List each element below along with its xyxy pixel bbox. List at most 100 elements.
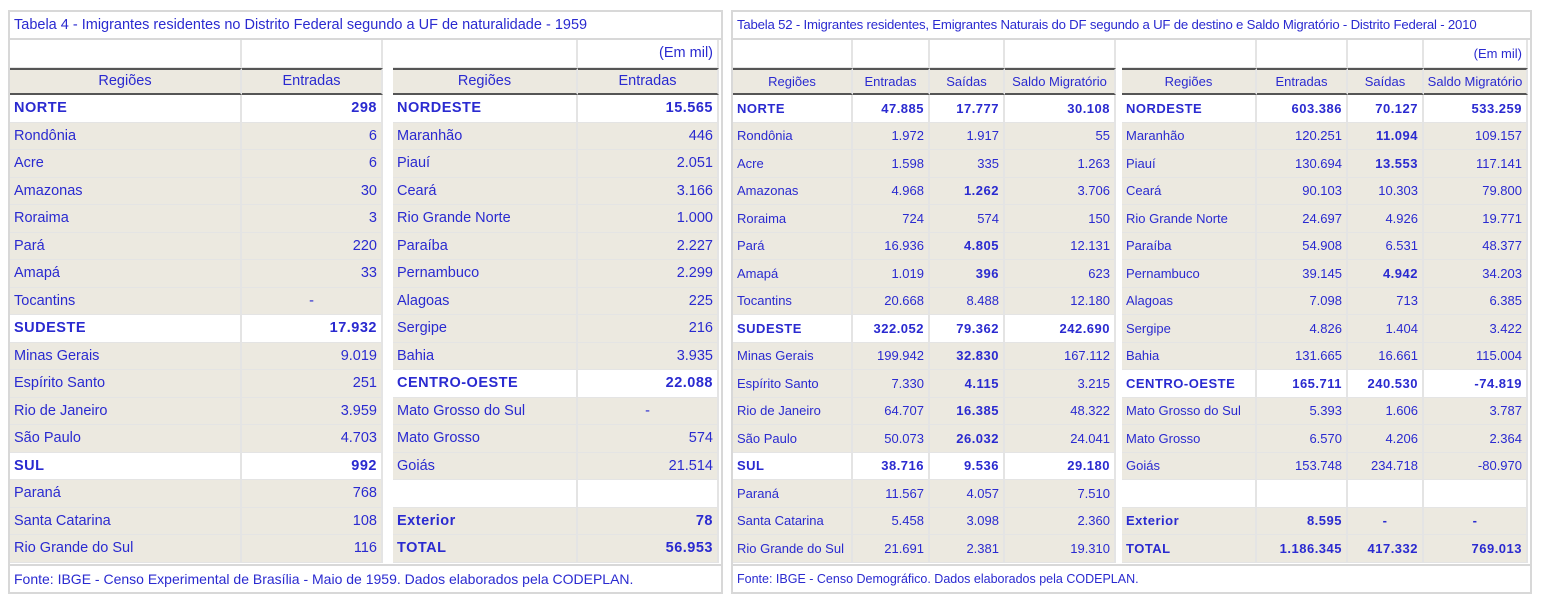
region-name: SUDESTE	[733, 315, 853, 343]
region-name: Rio Grande Norte	[1122, 205, 1257, 233]
saidas-value: 1.917	[930, 122, 1005, 150]
state-row: Piauí 130.694 13.553 117.141	[1122, 150, 1528, 178]
saidas-value: 4.115	[930, 370, 1005, 398]
region-name: Paraná	[733, 480, 853, 508]
region-name: NORDESTE	[393, 95, 578, 123]
saldo-value: 29.180	[1005, 452, 1116, 480]
region-name: Alagoas	[1122, 287, 1257, 315]
saidas-value: 713	[1348, 287, 1424, 315]
saldo-value: -	[1424, 507, 1528, 535]
saldo-value: 12.131	[1005, 232, 1116, 260]
region-name: Pará	[733, 232, 853, 260]
state-row: Rondônia 1.972 1.917 55	[733, 122, 1116, 150]
saidas-value: 8.488	[930, 287, 1005, 315]
state-row: Roraima 3	[10, 205, 383, 233]
column-header: Saídas	[1348, 67, 1424, 95]
region-name: Rio de Janeiro	[10, 397, 242, 425]
region-name: Mato Grosso do Sul	[1122, 397, 1257, 425]
saldo-value: 2.360	[1005, 507, 1116, 535]
header-row: Regiões Entradas	[393, 67, 719, 95]
entradas-value: 574	[578, 425, 719, 453]
unit-spacer	[930, 40, 1005, 68]
entradas-value: 4.826	[1257, 315, 1348, 343]
state-row: Rondônia 6	[10, 122, 383, 150]
saidas-value: 417.332	[1348, 535, 1424, 563]
region-name: Amapá	[733, 260, 853, 288]
state-row: Bahia 131.665 16.661 115.004	[1122, 342, 1528, 370]
entradas-value: 5.458	[853, 507, 930, 535]
table-grid: Regiões Entradas Saídas Saldo Migratório NOR…	[733, 40, 1530, 563]
region-row: SUL 38.716 9.536 29.180	[733, 452, 1116, 480]
region-row: NORDESTE 603.386 70.127 533.259	[1122, 95, 1528, 123]
entradas-value: 446	[578, 122, 719, 150]
saidas-value: 17.777	[930, 95, 1005, 123]
entradas-value: 4.703	[242, 425, 383, 453]
entradas-value: 992	[242, 452, 383, 480]
column-header: Regiões	[393, 67, 578, 95]
state-row: Ceará 3.166	[393, 177, 719, 205]
saldo-value: 34.203	[1424, 260, 1528, 288]
saldo-value: 623	[1005, 260, 1116, 288]
table-title: Tabela 4 - Imigrantes residentes no Dist…	[10, 12, 721, 40]
entradas-value: 2.227	[578, 232, 719, 260]
state-row: São Paulo 4.703	[10, 425, 383, 453]
saldo-value: 167.112	[1005, 342, 1116, 370]
region-name: Espírito Santo	[733, 370, 853, 398]
state-row: Rio Grande Norte 24.697 4.926 19.771	[1122, 205, 1528, 233]
region-name: Santa Catarina	[733, 507, 853, 535]
region-name: Tocantins	[10, 287, 242, 315]
saldo-value: 242.690	[1005, 315, 1116, 343]
unit-spacer	[10, 40, 242, 68]
saidas-value: 240.530	[1348, 370, 1424, 398]
entradas-value: 216	[578, 315, 719, 343]
entradas-value: 225	[578, 287, 719, 315]
region-name: Goiás	[393, 452, 578, 480]
entradas-value: 7.098	[1257, 287, 1348, 315]
state-row: Amapá 1.019 396 623	[733, 260, 1116, 288]
region-name: Minas Gerais	[10, 342, 242, 370]
saidas-value: 1.606	[1348, 397, 1424, 425]
table-grid: Regiões Entradas NORTE 298 Rondônia 6 Acre 6 Ama…	[10, 40, 721, 563]
state-row: Espírito Santo 7.330 4.115 3.215	[733, 370, 1116, 398]
state-row: Ceará 90.103 10.303 79.800	[1122, 177, 1528, 205]
region-row: CENTRO-OESTE 22.088	[393, 370, 719, 398]
state-row: Sergipe 4.826 1.404 3.422	[1122, 315, 1528, 343]
table-right-half: (Em mil) Regiões Entradas Saídas Saldo Migra…	[1122, 40, 1528, 563]
region-name: Maranhão	[393, 122, 578, 150]
saldo-value: 3.787	[1424, 397, 1528, 425]
saldo-value: 19.310	[1005, 535, 1116, 563]
region-name: Santa Catarina	[10, 507, 242, 535]
state-row: Pará 220	[10, 232, 383, 260]
saldo-value: 12.180	[1005, 287, 1116, 315]
region-name: Rio Grande do Sul	[733, 535, 853, 563]
state-row: Rio de Janeiro 3.959	[10, 397, 383, 425]
saldo-value: 24.041	[1005, 425, 1116, 453]
entradas-value: 7.330	[853, 370, 930, 398]
saldo-value: 3.422	[1424, 315, 1528, 343]
unit-spacer	[1257, 40, 1348, 68]
region-name: Bahia	[393, 342, 578, 370]
saidas-value	[1348, 480, 1424, 508]
state-row: Santa Catarina 5.458 3.098 2.360	[733, 507, 1116, 535]
entradas-value: 20.668	[853, 287, 930, 315]
saidas-value: 1.404	[1348, 315, 1424, 343]
state-row: Espírito Santo 251	[10, 370, 383, 398]
region-row: NORTE 298	[10, 95, 383, 123]
state-row: Paraná 768	[10, 480, 383, 508]
saidas-value: 9.536	[930, 452, 1005, 480]
column-header: Entradas	[853, 67, 930, 95]
region-name: SUDESTE	[10, 315, 242, 343]
state-row: Santa Catarina 108	[10, 507, 383, 535]
entradas-value: 47.885	[853, 95, 930, 123]
saidas-value: 4.057	[930, 480, 1005, 508]
state-row	[393, 480, 719, 508]
saldo-value: -74.819	[1424, 370, 1528, 398]
saidas-value: 26.032	[930, 425, 1005, 453]
region-name: São Paulo	[10, 425, 242, 453]
region-name: Mato Grosso	[1122, 425, 1257, 453]
state-row: Amazonas 4.968 1.262 3.706	[733, 177, 1116, 205]
entradas-value: 3.935	[578, 342, 719, 370]
region-name: Sergipe	[1122, 315, 1257, 343]
saidas-value: 79.362	[930, 315, 1005, 343]
entradas-value: 3	[242, 205, 383, 233]
